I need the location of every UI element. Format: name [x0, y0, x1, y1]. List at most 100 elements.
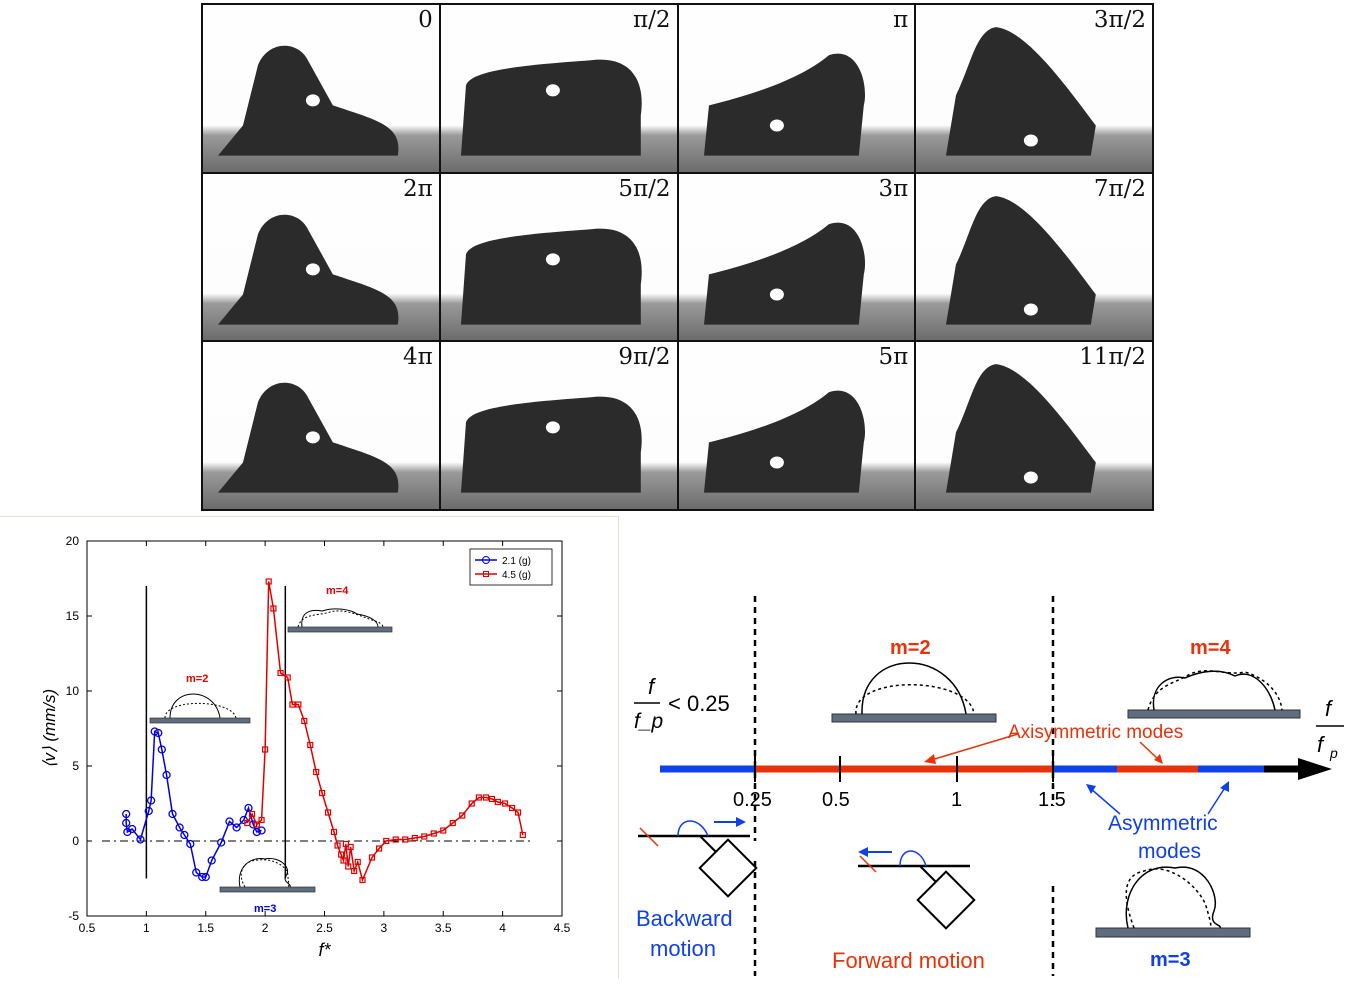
forward-label: Forward motion — [832, 948, 985, 973]
snapshot-grid: 0 π/2 π 3π/2 2π 5π/2 3π 7π/2 4π 9π/2 5π 11π/2 — [201, 3, 1154, 511]
drop-image — [703, 222, 865, 325]
phase-label: 9π/2 — [618, 344, 671, 371]
m4-shape-solid — [1152, 670, 1276, 711]
phase-label: 5π/2 — [618, 175, 671, 202]
data-point — [411, 834, 418, 842]
x-tick-label: 2.5 — [316, 921, 333, 935]
drop-silhouette — [703, 222, 865, 325]
regime-diagram-svg: f f_p < 0.25 0.25 0.5 1 1.5 f f p m=2 m=… — [634, 596, 1344, 976]
x-tick-label: 4.5 — [554, 921, 571, 935]
data-point — [345, 863, 352, 870]
frame-3: 3π/2 — [916, 5, 1152, 172]
asym-arrow-left — [1089, 787, 1121, 815]
data-point — [430, 830, 437, 837]
data-point — [488, 795, 496, 803]
threshold-text: < 0.25 — [668, 691, 730, 716]
x-tick-label: 3.5 — [435, 921, 452, 935]
m3-shape-solid — [1125, 866, 1221, 929]
drop-image — [946, 364, 1097, 493]
frame-6: 3π — [678, 173, 915, 341]
drop-image — [703, 53, 865, 156]
data-point — [127, 824, 137, 834]
plot-area — [86, 540, 563, 917]
drop-silhouette — [460, 228, 642, 325]
backward-label-1: Backward — [636, 906, 733, 931]
data-point — [175, 823, 184, 832]
axis-arrowhead — [1298, 758, 1332, 780]
data-point — [501, 800, 509, 807]
m2-substrate — [831, 713, 997, 723]
backward-rod — [699, 835, 719, 855]
data-point — [347, 843, 354, 851]
data-point — [284, 674, 291, 681]
data-point — [122, 818, 131, 828]
axisym-arrowhead-left — [924, 754, 936, 764]
data-point — [376, 845, 383, 852]
data-point — [136, 835, 145, 844]
phase-label: 0 — [418, 7, 433, 33]
velocity-chart: 0.5 1 1.5 2 2.5 3 3.5 4 4.5 -5 0 5 10 15 20 f* ⟨v⟩ (mm/s… — [0, 516, 620, 980]
data-point — [217, 838, 226, 847]
data-point — [207, 856, 216, 865]
x-tick-label: 0.5 — [79, 921, 96, 935]
data-point — [307, 741, 314, 749]
axisym-arrow-left — [927, 733, 1019, 762]
frame-2: π — [678, 5, 915, 172]
data-point — [338, 851, 345, 858]
y-tick-label: -5 — [68, 909, 79, 923]
data-point — [392, 836, 399, 843]
axisymmetric-label: Axisymmetric modes — [1008, 722, 1183, 743]
tick-label-0.25: 0.25 — [733, 789, 772, 811]
drop-silhouette — [946, 364, 1097, 493]
drop-silhouette — [460, 396, 642, 493]
drop-silhouette — [703, 390, 865, 493]
asym-arrowhead-right — [1220, 781, 1229, 792]
x-axis-label: f* — [318, 940, 331, 960]
data-point — [334, 842, 341, 849]
data-point — [340, 857, 347, 864]
data-point — [157, 745, 166, 754]
backward-drop — [677, 820, 709, 837]
drop-image — [460, 59, 642, 156]
phase-label: 2π — [403, 175, 433, 202]
backward-shaker — [698, 838, 758, 898]
y-axis-label: ⟨v⟩ (mm/s) — [40, 689, 59, 768]
data-point — [482, 794, 490, 801]
data-point — [449, 819, 456, 827]
data-point — [180, 830, 189, 840]
m2-shape-solid — [861, 662, 967, 715]
data-point — [198, 872, 207, 882]
data-point — [475, 794, 482, 801]
reflection-spot — [1024, 471, 1039, 484]
reflection-spot — [1024, 303, 1039, 316]
data-point — [421, 833, 428, 840]
phase-label: π — [893, 7, 909, 33]
drop-silhouette — [946, 27, 1097, 156]
data-point — [295, 701, 302, 708]
reflection-spot — [545, 252, 560, 266]
reflection-spot — [545, 84, 560, 97]
backward-arrowhead — [736, 817, 746, 827]
data-point — [277, 669, 284, 677]
drop-image — [217, 45, 399, 156]
m2-shape-dashed — [855, 684, 975, 715]
reflection-spot — [1024, 134, 1039, 147]
y-tick-label: 15 — [66, 609, 80, 623]
data-point — [301, 717, 308, 725]
data-point — [313, 768, 320, 776]
data-point — [519, 831, 526, 839]
inset-substrate — [149, 717, 251, 724]
reflection-spot — [769, 288, 784, 301]
ratio-den: f_p — [634, 710, 663, 733]
frame-10: 5π — [678, 342, 915, 509]
forward-drop — [899, 850, 927, 867]
phase-label: 11π/2 — [1079, 344, 1146, 371]
tick-label-1: 1 — [951, 789, 962, 811]
frame-0: 0 — [203, 5, 439, 172]
regime-diagram: f f_p < 0.25 0.25 0.5 1 1.5 f f p m=2 m=… — [620, 516, 1361, 980]
data-point — [351, 867, 358, 875]
data-point — [324, 809, 332, 816]
frame-8: 4π — [203, 342, 439, 509]
phase-label: 7π/2 — [1093, 175, 1146, 202]
data-point — [144, 806, 153, 816]
